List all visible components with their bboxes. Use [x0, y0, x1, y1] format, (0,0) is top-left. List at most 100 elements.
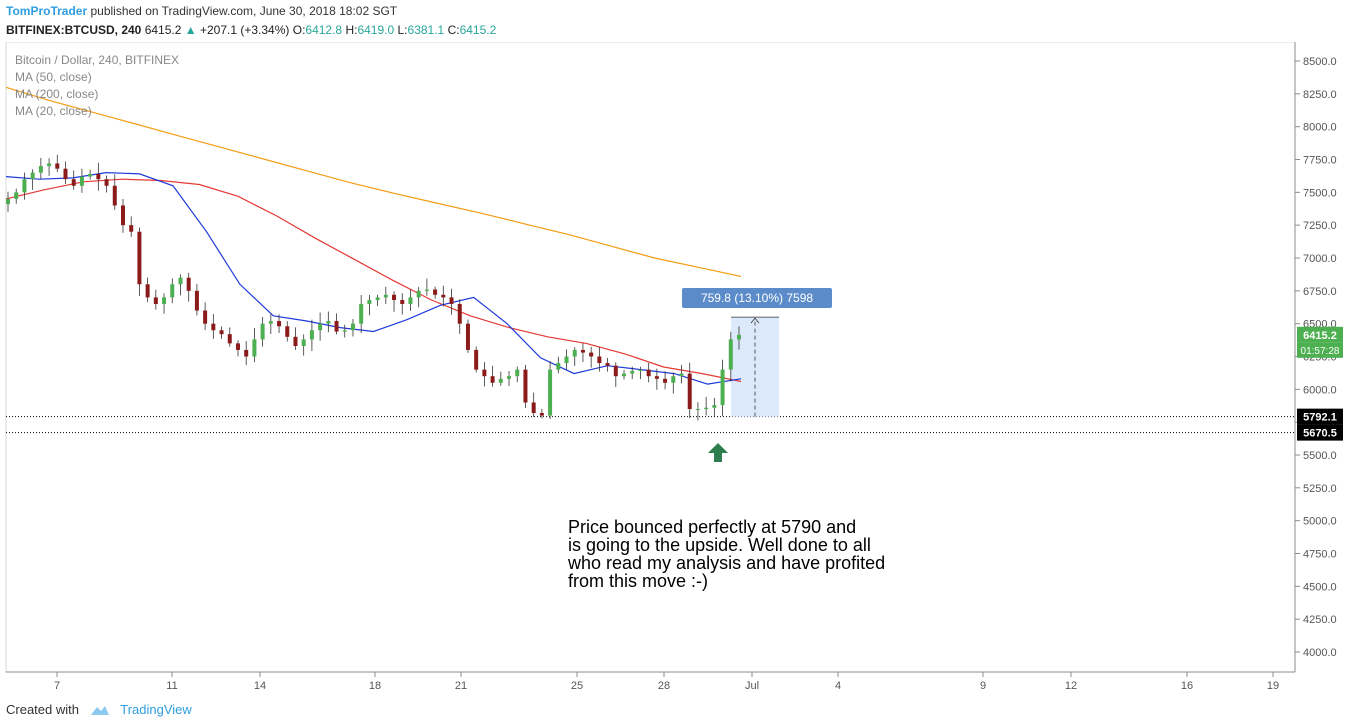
bull-candle	[367, 300, 372, 304]
up-arrow-icon	[708, 443, 728, 462]
footer: Created with TradingView	[6, 702, 192, 717]
legend-title: Bitcoin / Dollar, 240, BITFINEX	[15, 53, 179, 67]
time-tick-label: 28	[658, 680, 670, 692]
bear-candle	[334, 321, 339, 332]
bear-candle	[589, 352, 594, 357]
price-tick-label: 5250.0	[1303, 483, 1337, 495]
time-tick-label: 12	[1065, 680, 1077, 692]
bear-candle	[605, 363, 610, 366]
bear-candle	[244, 349, 249, 357]
bull-candle	[375, 297, 380, 301]
bear-candle	[63, 168, 68, 180]
bear-candle	[654, 376, 659, 379]
bear-candle	[235, 343, 240, 350]
bull-candle	[564, 356, 569, 364]
bear-candle	[457, 303, 462, 324]
price-tick-label: 8500.0	[1303, 56, 1337, 68]
author-link[interactable]: TomProTrader	[6, 4, 88, 18]
bull-candle	[679, 373, 684, 377]
close-value: 6415.2	[459, 23, 497, 37]
bull-candle	[318, 323, 323, 331]
bull-candle	[695, 409, 700, 411]
bull-candle	[38, 166, 43, 173]
analysis-note: Price bounced perfectly at 5790 and is g…	[568, 517, 886, 591]
legend-ma200: MA (200, close)	[15, 87, 98, 101]
bear-candle	[474, 349, 479, 370]
time-tick-label: Jul	[745, 680, 759, 692]
bull-candle	[170, 284, 175, 298]
chart-header: TomProTrader published on TradingView.co…	[0, 0, 1348, 42]
bull-candle	[342, 330, 347, 332]
price-tick-label: 7250.0	[1303, 220, 1337, 232]
bull-candle	[268, 321, 273, 324]
last-price: 6415.2	[144, 23, 182, 37]
bull-candle	[162, 297, 167, 304]
bear-candle	[186, 277, 191, 291]
bull-candle	[712, 405, 717, 408]
bear-candle	[482, 369, 487, 377]
bull-candle	[416, 290, 421, 298]
bull-candle	[728, 339, 733, 370]
tradingview-logo-icon	[90, 706, 109, 715]
bear-candle	[531, 402, 536, 413]
bull-candle	[79, 176, 84, 186]
legend-ma50: MA (50, close)	[15, 70, 92, 84]
last-price-tag-text: 6415.2	[1303, 330, 1337, 342]
high-value: 6419.0	[357, 23, 395, 37]
bull-candle	[424, 289, 429, 291]
bear-candle	[441, 294, 446, 298]
bull-candle	[638, 369, 643, 371]
bear-candle	[145, 284, 150, 298]
bear-candle	[153, 297, 158, 304]
price-tick-label: 7500.0	[1303, 187, 1337, 199]
candlestick-series	[6, 154, 741, 421]
price-tick-label: 4000.0	[1303, 647, 1337, 659]
bull-candle	[178, 277, 183, 285]
bull-candle	[252, 339, 257, 357]
countdown-box	[1297, 342, 1343, 358]
bull-candle	[737, 334, 741, 340]
bear-candle	[392, 294, 397, 301]
level-tag-1-box	[1297, 408, 1343, 425]
bull-candle	[30, 172, 35, 180]
tradingview-link[interactable]: TradingView	[120, 702, 192, 717]
price-change: +207.1 (+3.34%)	[199, 23, 290, 37]
bear-candle	[194, 290, 199, 311]
bear-candle	[465, 323, 470, 350]
created-with-label: Created with	[6, 702, 79, 717]
up-arrow-shape	[708, 443, 728, 462]
price-tick-label: 4500.0	[1303, 581, 1337, 593]
price-tick-label: 6750.0	[1303, 286, 1337, 298]
bull-candle	[260, 323, 265, 340]
price-chart[interactable]: 8500.0 8250.0 8000.0 7750.0 7500.0 7250.0 7000…	[0, 42, 1348, 698]
price-tick-label: 7000.0	[1303, 253, 1337, 265]
bull-candle	[548, 369, 553, 416]
time-tick-label: 7	[54, 680, 60, 692]
bear-candle	[285, 326, 290, 337]
bear-candle	[687, 373, 692, 410]
open-value: 6412.8	[305, 23, 343, 37]
bear-candle	[613, 365, 618, 377]
bull-candle	[572, 349, 577, 357]
bear-candle	[120, 205, 125, 226]
price-axis[interactable]: 8500.0 8250.0 8000.0 7750.0 7500.0 7250.0 7000…	[1295, 56, 1337, 659]
bear-candle	[55, 163, 60, 169]
bull-candle	[622, 373, 627, 377]
bear-candle	[112, 185, 117, 206]
price-tick-label: 4750.0	[1303, 549, 1337, 561]
symbol-label: BITFINEX:BTCUSD, 240	[6, 23, 142, 37]
time-tick-label: 21	[455, 680, 467, 692]
time-tick-label: 19	[1267, 680, 1279, 692]
bull-candle	[507, 376, 512, 379]
bull-candle	[22, 179, 27, 193]
bear-candle	[137, 231, 142, 285]
bull-candle	[671, 376, 676, 383]
time-axis[interactable]: 7 11 14 18 21 25 28 Jul 4 9 12 16 19	[54, 672, 1279, 692]
bear-candle	[539, 412, 544, 416]
bull-candle	[6, 198, 10, 205]
bear-candle	[433, 289, 438, 295]
bull-candle	[720, 369, 725, 406]
bear-candle	[400, 300, 405, 304]
bull-candle	[326, 321, 331, 324]
level-tag-1-text: 5792.1	[1303, 412, 1337, 424]
